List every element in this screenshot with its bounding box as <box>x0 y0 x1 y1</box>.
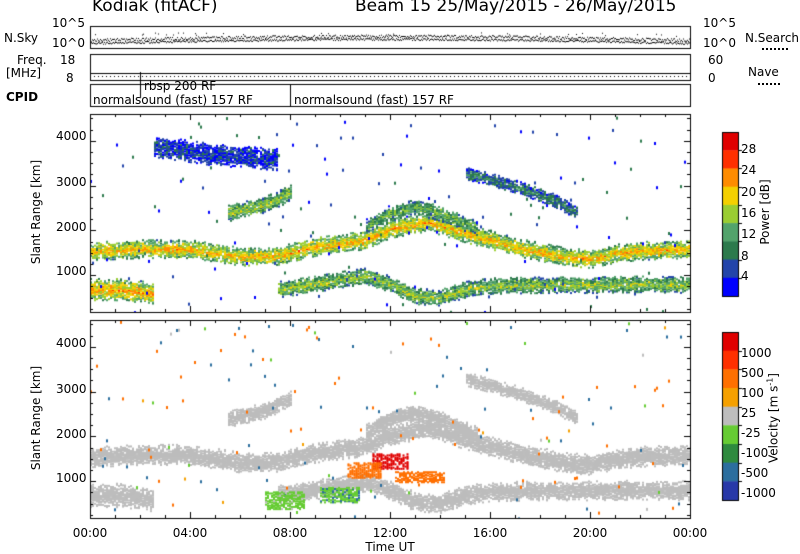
cpid-label: CPID <box>6 90 39 104</box>
cpid-program-2: rbsp 200 RF <box>144 79 217 93</box>
freq-tick-bottom: 8 <box>66 71 74 85</box>
velocity-ytick-4000: 4000 <box>56 336 87 350</box>
xtick-0800: 08:00 <box>272 526 308 540</box>
freq-label: Freq. <box>17 53 47 67</box>
power-cbar-tick-24: 24 <box>741 163 757 177</box>
xtick-0000: 00:00 <box>72 526 108 540</box>
power-ytick-3000: 3000 <box>56 175 87 189</box>
power-cbar-tick-8: 8 <box>741 249 749 263</box>
velocity-cbar-tick-neg500: -500 <box>741 466 769 480</box>
power-ytick-2000: 2000 <box>56 220 87 234</box>
freq-tick-top: 18 <box>60 53 76 67</box>
xtick-2000: 20:00 <box>572 526 608 540</box>
power-cbar-tick-20: 20 <box>741 185 757 199</box>
nsky-tick-top: 10^5 <box>52 16 85 30</box>
power-ytick-1000: 1000 <box>56 264 87 278</box>
velocity-cbar-tick-neg1000: -1000 <box>741 486 776 500</box>
power-ylabel: Slant Range [km] <box>29 159 43 265</box>
velocity-cbar-tick-1000: 1000 <box>741 346 772 360</box>
power-ytick-4000: 4000 <box>56 129 87 143</box>
x-axis-label: Time UT <box>365 540 415 554</box>
velocity-cbar-tick-500: 500 <box>741 366 764 380</box>
velocity-ytick-3000: 3000 <box>56 382 87 396</box>
nsky-tick-bottom: 10^0 <box>52 36 85 50</box>
power-cbar-label: Power [dB] <box>758 179 772 245</box>
nsearch-label: N.Search <box>745 31 800 45</box>
velocity-cbar-tick-neg100: -100 <box>741 446 769 460</box>
velocity-ylabel: Slant Range [km] <box>29 365 43 471</box>
cpid-program-1: normalsound (fast) 157 RF <box>93 93 253 107</box>
cpid-program-3: normalsound (fast) 157 RF <box>294 93 454 107</box>
xtick-0400: 04:00 <box>172 526 208 540</box>
beam-date-info: Beam 15 25/May/2015 - 26/May/2015 <box>355 0 677 16</box>
nsearch-tick-bottom: 10^0 <box>703 36 736 50</box>
nave-tick-bottom: 0 <box>708 71 716 85</box>
xtick-2400: 00:00 <box>672 526 708 540</box>
nave-label: Nave <box>748 65 779 79</box>
freq-unit-label: [MHz] <box>6 66 42 80</box>
nsearch-tick-top: 10^5 <box>703 16 736 30</box>
xtick-1600: 16:00 <box>472 526 508 540</box>
velocity-cbar-tick-25: 25 <box>741 406 757 420</box>
nave-tick-top: 60 <box>708 53 724 67</box>
velocity-ytick-2000: 2000 <box>56 427 87 441</box>
power-cbar-tick-28: 28 <box>741 142 757 156</box>
radar-title: Kodiak (fitACF) <box>92 0 218 16</box>
velocity-cbar-tick-neg25: -25 <box>741 426 761 440</box>
power-cbar-tick-12: 12 <box>741 227 757 241</box>
velocity-cbar-label: Velocity [m s-1] <box>765 373 781 463</box>
velocity-cbar-tick-100: 100 <box>741 386 764 400</box>
nave-legend-line <box>758 83 780 85</box>
nsearch-legend-line <box>762 48 788 50</box>
xtick-1200: 12:00 <box>372 526 408 540</box>
power-cbar-tick-16: 16 <box>741 206 757 220</box>
power-cbar-tick-4: 4 <box>741 269 749 283</box>
nsky-label: N.Sky <box>4 31 39 45</box>
velocity-ytick-1000: 1000 <box>56 471 87 485</box>
